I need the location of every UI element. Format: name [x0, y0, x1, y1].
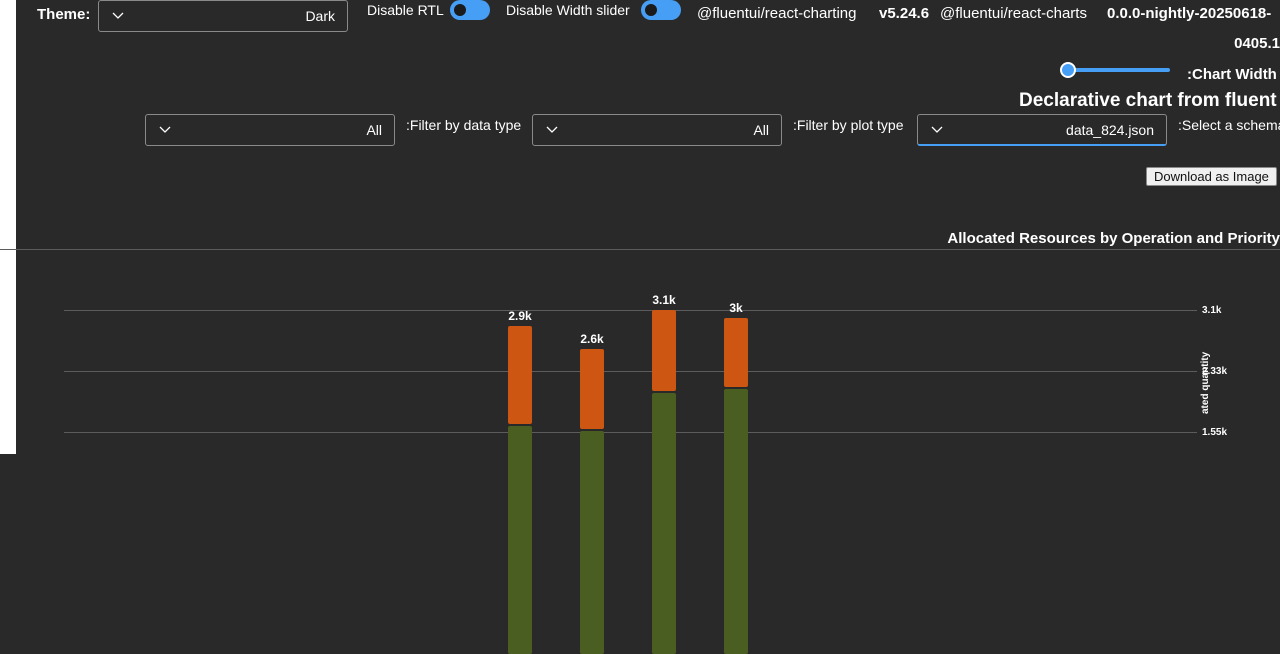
theme-label: Theme: — [37, 6, 91, 23]
bar-segment-series-2[interactable] — [580, 349, 604, 430]
disable-width-slider-label: Disable Width slider — [506, 2, 630, 18]
bar-total-label: 2.6k — [580, 332, 604, 347]
page-heading: Declarative chart from fluent — [1019, 90, 1277, 111]
schema-dropdown[interactable]: data_824.json — [917, 114, 1167, 146]
disable-width-slider-toggle[interactable] — [641, 0, 681, 20]
bar-segment-series-2[interactable] — [724, 317, 748, 388]
slider-track — [1066, 68, 1170, 72]
download-image-button[interactable]: Download as Image — [1146, 167, 1277, 186]
gridline — [64, 432, 1197, 433]
chart-width-slider[interactable] — [1060, 60, 1170, 80]
disable-rtl-label: Disable RTL — [367, 2, 444, 18]
package-name-charts: @fluentui/react-charts — [940, 5, 1087, 22]
bar-segment-series-1[interactable] — [508, 425, 532, 654]
bar-total-label: 3.1k — [652, 293, 676, 307]
bar-total-label: 3k — [729, 300, 743, 315]
filter-data-type-dropdown[interactable]: All — [145, 114, 395, 146]
y-tick-label: 1.55k — [1202, 427, 1228, 438]
y-tick-label: 3.1k — [1202, 305, 1222, 316]
bar-segment-series-1[interactable] — [580, 431, 604, 654]
slider-thumb[interactable] — [1060, 62, 1076, 78]
package-version-charting: v5.24.6 — [879, 5, 930, 22]
chart-width-label: :Chart Width — [1187, 66, 1277, 83]
theme-value: Dark — [305, 8, 335, 24]
gridline — [64, 371, 1197, 372]
chart-divider — [0, 249, 1280, 250]
disable-rtl-toggle[interactable] — [450, 0, 490, 20]
filter-plot-type-value: All — [753, 122, 769, 138]
chevron-down-icon — [546, 126, 558, 133]
bar-segment-series-1[interactable] — [652, 392, 676, 654]
schema-value: data_824.json — [1066, 122, 1154, 138]
chevron-down-icon — [931, 126, 943, 133]
filter-plot-type-label: :Filter by plot type — [793, 117, 904, 133]
filter-data-type-value: All — [366, 122, 382, 138]
y-axis-label: ated quantity — [1200, 351, 1211, 414]
bar-total-label: 2.9k — [508, 308, 532, 323]
toggle-knob — [454, 4, 466, 16]
filter-plot-type-dropdown[interactable]: All — [532, 114, 782, 146]
gridline — [64, 310, 1197, 311]
theme-dropdown[interactable]: Dark — [98, 0, 348, 32]
toggle-knob — [645, 4, 657, 16]
filter-data-type-label: :Filter by data type — [406, 117, 522, 133]
bar-segment-series-1[interactable] — [724, 389, 748, 654]
chart-title: Allocated Resources by Operation and Pri… — [947, 230, 1280, 247]
package-version-charts: 0.0.0-nightly-20250618- — [1107, 5, 1272, 22]
chevron-down-icon — [112, 12, 124, 19]
package-name-charting: @fluentui/react-charting — [697, 5, 857, 22]
bar-segment-series-2[interactable] — [652, 310, 676, 391]
package-version-charts-continued: 0405.1 — [1234, 35, 1280, 52]
left-panel-edge — [0, 0, 16, 454]
bar-segment-series-2[interactable] — [508, 325, 532, 424]
chevron-down-icon — [159, 126, 171, 133]
select-schema-label: :Select a schema — [1178, 117, 1280, 133]
y-tick-label: 2.33k — [1202, 366, 1228, 377]
